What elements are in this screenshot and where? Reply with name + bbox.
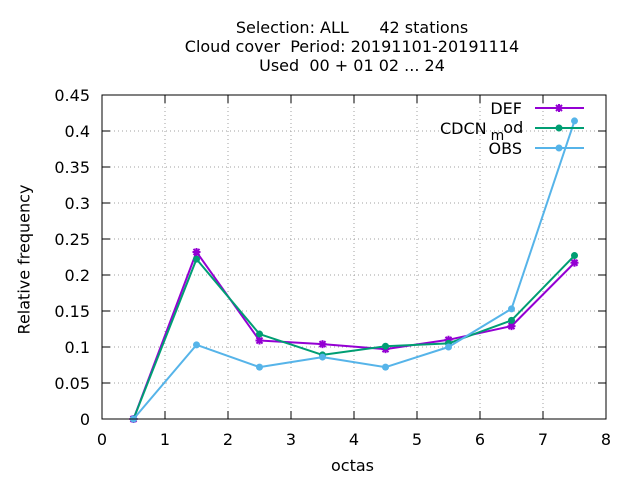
data-point-obs xyxy=(256,363,263,371)
chart-title-line-3: Used 00 + 01 02 ... 24 xyxy=(259,56,445,75)
data-point-cdcn xyxy=(571,252,578,260)
data-point-def xyxy=(570,258,579,267)
grid-lines xyxy=(102,95,606,419)
y-tick-label: 0.3 xyxy=(65,194,90,213)
axis-ticks: 0 0.05 0.1 0.15 0.2 0.25 0.3 0.35 0.4 0.45 0 1 2 3 4 5 6… xyxy=(54,86,611,449)
y-tick-label: 0.2 xyxy=(65,266,90,285)
data-point-obs xyxy=(382,363,389,371)
data-point-def xyxy=(192,247,201,256)
data-point-cdcn xyxy=(256,330,263,338)
y-tick-label: 0.25 xyxy=(54,230,90,249)
series-cdcn xyxy=(130,252,578,423)
x-tick-label: 7 xyxy=(538,430,548,449)
legend-label-obs: OBS xyxy=(489,139,522,158)
legend-label-def: DEF xyxy=(490,99,522,118)
data-point-obs xyxy=(445,343,452,351)
data-point-def xyxy=(255,336,264,345)
chart-title-line-1: Selection: ALL 42 stations xyxy=(235,18,469,37)
series-line-def xyxy=(132,250,576,420)
data-point-cdcn xyxy=(193,255,200,263)
data-point-obs xyxy=(319,353,326,361)
plot-frame xyxy=(101,94,607,420)
series-line-cdcn xyxy=(132,254,576,420)
data-point-obs xyxy=(193,341,200,349)
data-point-def xyxy=(507,322,516,331)
y-tick-label: 0.15 xyxy=(54,302,90,321)
data-point-obs xyxy=(508,305,515,313)
x-tick-label: 5 xyxy=(412,430,422,449)
y-tick-label: 0.45 xyxy=(54,86,90,105)
series-group xyxy=(129,117,579,423)
x-tick-label: 3 xyxy=(286,430,296,449)
chart-title-line-2: Cloud cover Period: 20191101-20191114 xyxy=(184,37,520,56)
legend-label-suffix: od xyxy=(503,118,523,137)
legend-label-subscript: m xyxy=(491,128,505,144)
x-tick-label: 4 xyxy=(349,430,359,449)
data-point-def xyxy=(318,340,327,349)
y-tick-label: 0 xyxy=(80,410,90,429)
y-tick-label: 0.05 xyxy=(54,374,90,393)
series-line-obs xyxy=(132,120,576,420)
y-tick-label: 0.35 xyxy=(54,158,90,177)
x-axis-label: octas xyxy=(331,456,374,475)
legend-marker-def xyxy=(555,104,563,112)
y-axis-label: Relative frequency xyxy=(14,184,34,335)
legend-marker-obs xyxy=(555,144,563,152)
legend-marker-cdcn xyxy=(555,124,563,132)
x-tick-label: 1 xyxy=(160,430,170,449)
y-tick-label: 0.4 xyxy=(65,122,90,141)
x-tick-label: 0 xyxy=(97,430,107,449)
data-point-def xyxy=(444,335,453,344)
x-tick-label: 2 xyxy=(223,430,233,449)
x-tick-label: 8 xyxy=(601,430,611,449)
y-tick-label: 0.1 xyxy=(65,338,90,357)
data-point-cdcn xyxy=(382,342,389,350)
data-point-cdcn xyxy=(508,316,515,324)
x-tick-label: 6 xyxy=(475,430,485,449)
data-point-obs xyxy=(571,117,578,125)
